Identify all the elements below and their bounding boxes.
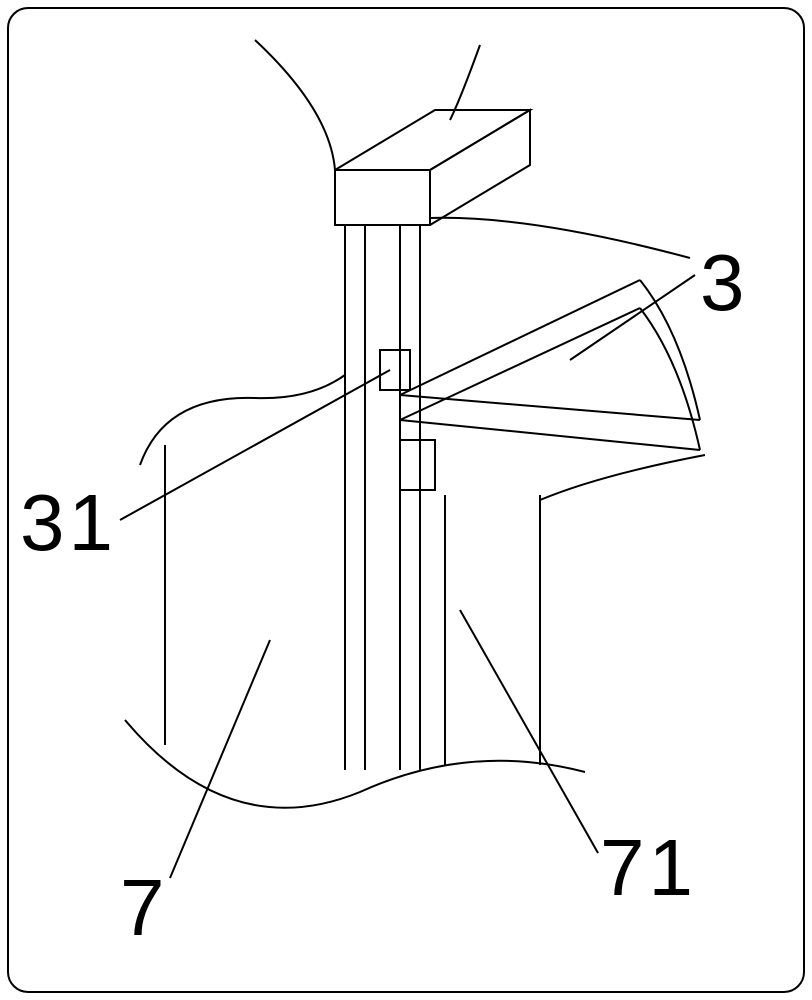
callout-71 xyxy=(460,610,598,853)
central-column xyxy=(345,225,420,770)
callout-7 xyxy=(170,640,270,878)
label-3: 3 xyxy=(700,238,749,327)
technical-drawing: 3 31 7 71 xyxy=(0,0,812,1000)
labels: 3 31 7 71 xyxy=(20,238,749,952)
label-71: 71 xyxy=(600,823,697,912)
top-block xyxy=(335,110,530,225)
label-7: 7 xyxy=(120,863,169,952)
label-31: 31 xyxy=(20,478,117,567)
part-3-wedge xyxy=(400,280,700,450)
break-lines xyxy=(125,40,705,808)
callout-3 xyxy=(570,275,695,360)
callout-31 xyxy=(120,370,390,520)
